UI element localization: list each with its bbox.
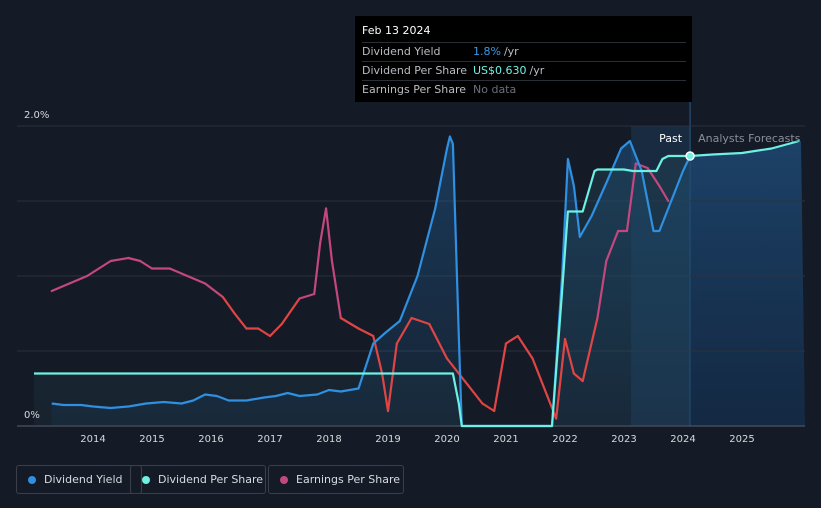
earnings-per-share-segment	[313, 241, 322, 296]
earnings-per-share-segment	[410, 316, 431, 326]
tooltip-date: Feb 13 2024	[362, 20, 686, 43]
earnings-per-share-segment	[516, 334, 534, 360]
earnings-per-share-segment	[463, 379, 484, 405]
tooltip-value: US$0.630	[473, 64, 527, 77]
x-tick-label: 2024	[670, 434, 695, 445]
earnings-per-share-segment	[221, 295, 236, 315]
x-tick-label: 2025	[729, 434, 754, 445]
earnings-per-share-segment	[68, 274, 89, 285]
legend-item-earnings-per-share[interactable]: Earnings Per Share	[268, 465, 404, 494]
x-tick-label: 2018	[316, 434, 341, 445]
legend-dot-icon	[280, 475, 288, 484]
earnings-per-share-segment	[546, 394, 558, 420]
earnings-per-share-segment	[581, 316, 599, 383]
earnings-per-share-segment	[572, 372, 584, 383]
earnings-per-share-segment	[109, 256, 130, 263]
tooltip-row-dividend-per-share: Dividend Per Share US$0.630 /yr	[362, 62, 686, 81]
legend-label: Dividend Per Share	[158, 473, 264, 486]
earnings-per-share-segment	[395, 316, 413, 345]
earnings-per-share-segment	[531, 357, 549, 398]
tooltip-label: Dividend Per Share	[362, 64, 468, 77]
earnings-per-share-segment	[268, 322, 283, 338]
earnings-per-share-segment	[204, 282, 224, 299]
y-tick-label: 2.0%	[24, 110, 49, 121]
tooltip-value: 1.8%	[473, 45, 501, 58]
earnings-per-share-segment	[493, 342, 508, 413]
dividend-per-share-area	[34, 156, 691, 426]
earnings-per-share-segment	[386, 342, 398, 413]
tooltip: Feb 13 2024 Dividend Yield 1.8% /yr Divi…	[355, 16, 692, 102]
earnings-per-share-segment	[634, 162, 649, 170]
earnings-per-share-segment	[504, 334, 519, 345]
earnings-per-share-segment	[139, 259, 154, 270]
legend-label: Earnings Per Share	[296, 473, 401, 486]
earnings-per-share-segment	[330, 259, 342, 320]
earnings-per-share-segment	[298, 292, 316, 300]
earnings-per-share-segment	[357, 327, 375, 338]
earnings-per-share-segment	[428, 322, 449, 360]
x-tick-label: 2023	[611, 434, 636, 445]
legend-dot-icon	[28, 475, 36, 484]
earnings-per-share-segment	[381, 372, 390, 413]
earnings-per-share-segment	[445, 357, 466, 383]
x-tick-label: 2016	[198, 434, 223, 445]
earnings-per-share-segment	[596, 259, 608, 320]
legend-dot-icon	[142, 475, 150, 484]
x-tick-label: 2019	[375, 434, 400, 445]
earnings-per-share-segment	[555, 337, 567, 420]
earnings-per-share-segment	[658, 184, 670, 203]
legend-item-dividend-yield[interactable]: Dividend Yield	[16, 465, 142, 494]
tooltip-value: No data	[473, 83, 517, 96]
earnings-per-share-segment	[257, 327, 272, 338]
earnings-per-share-segment	[319, 207, 328, 245]
forecast-area	[690, 141, 805, 426]
earnings-per-share-segment	[605, 229, 620, 263]
earnings-per-share-segment	[50, 282, 71, 293]
legend-item-dividend-per-share[interactable]: Dividend Per Share	[130, 465, 266, 494]
analysts-forecasts-label: Analysts Forecasts	[698, 132, 801, 145]
tooltip-row-earnings-per-share: Earnings Per Share No data	[362, 81, 686, 99]
tooltip-label: Dividend Yield	[362, 45, 441, 58]
past-label: Past	[659, 132, 683, 145]
x-tick-label: 2014	[80, 434, 105, 445]
y-tick-label: 0%	[24, 410, 40, 421]
x-tick-label: 2017	[257, 434, 282, 445]
earnings-per-share-segment	[168, 267, 189, 278]
earnings-per-share-segment	[481, 402, 496, 413]
earnings-per-share-segment	[625, 162, 637, 233]
earnings-per-share-segment	[127, 256, 142, 263]
x-tick-label: 2022	[552, 434, 577, 445]
marker-point	[685, 151, 695, 161]
tooltip-unit: /yr	[529, 64, 545, 77]
earnings-per-share-segment	[85, 267, 101, 278]
tooltip-unit: /yr	[503, 45, 519, 58]
dividend-per-share-line	[34, 139, 800, 428]
earnings-per-share-segment	[186, 274, 207, 285]
x-tick-label: 2020	[434, 434, 459, 445]
tooltip-label: Earnings Per Share	[362, 83, 467, 96]
earnings-per-share-segment	[233, 312, 248, 330]
earnings-per-share-segment	[339, 316, 360, 330]
earnings-per-share-segment	[280, 297, 301, 326]
legend-label: Dividend Yield	[44, 473, 123, 486]
earnings-per-share-segment	[324, 207, 334, 263]
earnings-per-share-segment	[97, 259, 112, 270]
earnings-per-share-segment	[563, 337, 575, 375]
x-tick-label: 2021	[493, 434, 518, 445]
dividend-yield-line	[51, 135, 692, 428]
tooltip-row-dividend-yield: Dividend Yield 1.8% /yr	[362, 43, 686, 62]
x-tick-label: 2015	[139, 434, 164, 445]
